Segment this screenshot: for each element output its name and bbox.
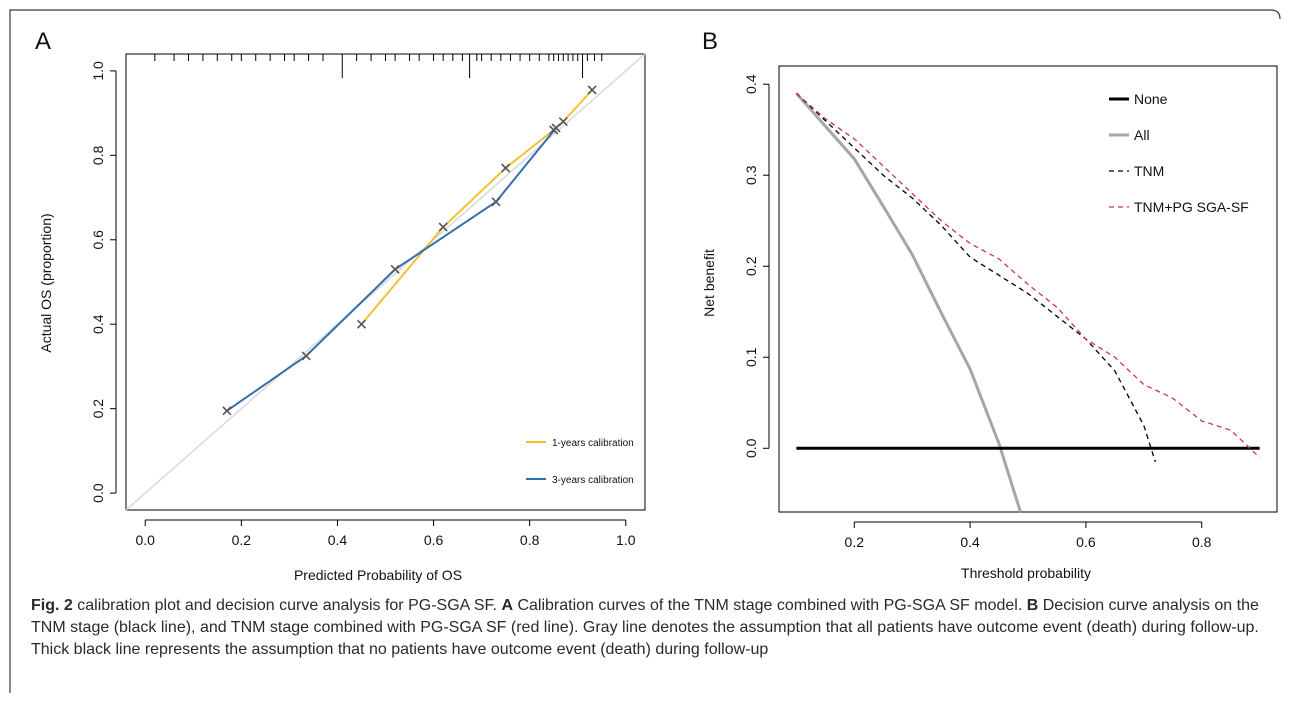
panel-b-legend-label: None <box>1134 91 1168 107</box>
panel-a-y-ticks: 0.0 0.2 0.4 0.6 0.8 1.0 <box>90 61 117 503</box>
panel-a-x-axis-label: Predicted Probability of OS <box>294 567 462 583</box>
panel-b-legend-label: TNM <box>1134 163 1164 179</box>
panel-a-y-axis-label: Actual OS (proportion) <box>38 213 54 352</box>
panel-a-x-tick-label: 0.6 <box>424 532 444 548</box>
panel-a-y-tick-label: 0.4 <box>90 314 106 334</box>
panel-b-y-tick-label: 0.1 <box>743 347 759 367</box>
panel-a-y-tick-label: 1.0 <box>90 61 106 81</box>
panel-b-y-tick-label: 0.3 <box>743 165 759 185</box>
panel-b-y-tick-label: 0.0 <box>743 438 759 458</box>
panel-a-series-2-line <box>226 127 557 412</box>
panel-a-x-tick-label: 0.4 <box>328 532 348 548</box>
panel-a-x-tick-label: 0.8 <box>520 532 540 548</box>
caption-part-a-text: Calibration curves of the TNM stage comb… <box>517 597 1023 614</box>
panel-b-legend: None All TNM TNM+PG SGA-SF <box>1109 91 1249 215</box>
panel-b-x-tick-label: 0.8 <box>1192 534 1212 550</box>
panel-a-series-1-line <box>360 89 593 325</box>
panel-a-series-2-point <box>551 123 561 133</box>
panel-a-y-tick-label: 0.8 <box>90 145 106 165</box>
caption-part-a-label: A <box>501 597 514 614</box>
panel-b-y-ticks: 0.0 0.1 0.2 0.3 0.4 <box>743 74 770 458</box>
panel-b-y-tick-label: 0.4 <box>743 74 759 94</box>
panel-b-x-ticks: 0.2 0.4 0.6 0.8 <box>845 521 1212 550</box>
caption-title: calibration plot and decision curve anal… <box>77 597 497 614</box>
figure-caption: Fig. 2 calibration plot and decision cur… <box>31 595 1276 661</box>
panel-a-x-tick-label: 1.0 <box>616 532 636 548</box>
panel-b-series-3-line <box>795 92 1157 463</box>
panel-a-legend-label: 3-years calibration <box>552 475 634 486</box>
panel-b-x-tick-label: 0.4 <box>960 534 980 550</box>
panel-a-series-1-point <box>558 116 568 127</box>
panel-a-x-tick-label: 0.0 <box>135 532 155 548</box>
panel-a-label: A <box>35 28 51 55</box>
panel-a-legend: 1-years calibration 3-years calibration <box>526 438 634 486</box>
panel-b-plot-box <box>778 65 1278 513</box>
panel-b-x-tick-label: 0.2 <box>845 534 865 550</box>
panel-b-legend-label: All <box>1134 127 1150 143</box>
panel-a-series-1-point <box>438 222 448 232</box>
panel-a-series-1-point <box>356 319 367 329</box>
caption-part-b-label: B <box>1026 597 1039 614</box>
panel-b-x-tick-label: 0.6 <box>1076 534 1096 550</box>
caption-part-b-text: Decision curve analysis on the TNM stage… <box>31 597 1259 658</box>
panel-b-series-4-line <box>795 92 1261 458</box>
panel-a: A 0.0 0.2 0.4 0.6 0.8 1.0 0.00.20.40.60.81.0 … <box>35 28 646 583</box>
panel-b-x-axis-label: Threshold probability <box>961 565 1091 581</box>
panel-a-x-tick-label: 0.2 <box>232 532 252 548</box>
panel-a-series-2-point <box>390 264 400 274</box>
panel-a-series-1-point <box>587 85 597 95</box>
panel-a-x-ticks: 0.0 0.2 0.4 0.6 0.8 1.0 <box>135 519 636 548</box>
panel-b-y-tick-label: 0.2 <box>743 256 759 276</box>
panel-a-series-2-point <box>301 351 311 361</box>
panel-b-label: B <box>702 28 718 55</box>
figure-frame: A 0.0 0.2 0.4 0.6 0.8 1.0 0.0 0.2 0.4 0.6 0.8 1.0 … <box>9 9 1281 693</box>
panel-a-series-2-point <box>491 197 501 207</box>
panel-a-y-tick-label: 0.0 <box>90 483 106 503</box>
panel-a-series-2-point <box>222 406 232 416</box>
figure-svg: A 0.0 0.2 0.4 0.6 0.8 1.0 0.00.20.40.60.81.0 … <box>9 9 1281 693</box>
panel-a-rug-group <box>154 54 603 78</box>
panel-a-series-group <box>222 85 597 416</box>
panel-b-series-group <box>795 92 1261 513</box>
panel-a-legend-label: 1-years calibration <box>552 438 634 449</box>
panel-a-series-1-point <box>501 163 511 173</box>
panel-b-legend-label: TNM+PG SGA-SF <box>1134 199 1249 215</box>
panel-b-y-axis-label: Net benefit <box>701 249 717 317</box>
caption-fig-label: Fig. 2 <box>31 597 73 614</box>
figure-border <box>9 9 1281 693</box>
panel-a-y-tick-label: 0.6 <box>90 230 106 250</box>
panel-a-y-tick-label: 0.2 <box>90 399 106 419</box>
panel-b-series-2-line <box>795 92 1022 513</box>
panel-b: B 0.2 0.4 0.6 0.8 0.0 0.1 0.2 0.3 0.4 Threshold… <box>701 28 1278 581</box>
